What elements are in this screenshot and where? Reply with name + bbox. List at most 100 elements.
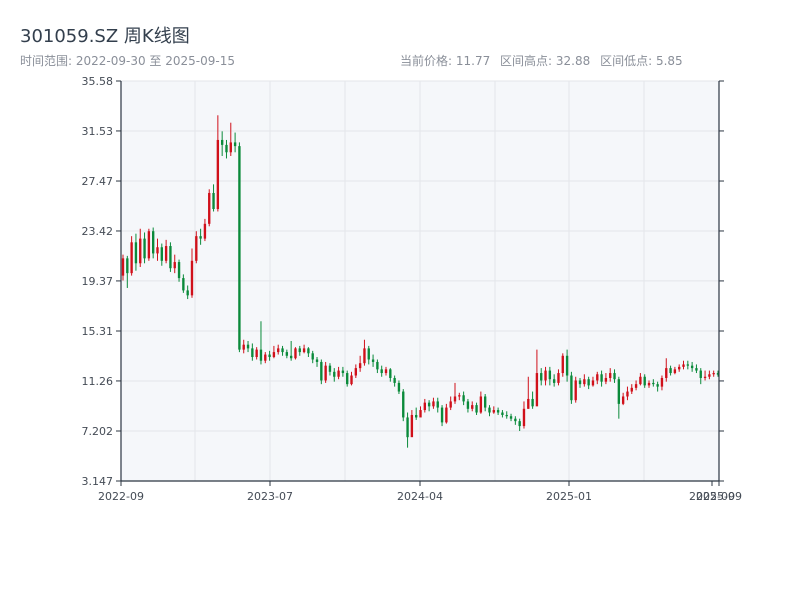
candle [169, 242, 172, 272]
candle [509, 413, 513, 422]
candle [596, 371, 599, 385]
x-tick-label: 2022-09 [98, 490, 144, 503]
candle [363, 339, 366, 366]
y-tick-label: 35.58 [82, 75, 114, 88]
candle [609, 368, 612, 382]
candle-body [294, 348, 297, 359]
candle-body [686, 364, 690, 366]
candle-body [169, 246, 172, 269]
candle-body [298, 348, 301, 353]
candle [208, 189, 211, 227]
candle [406, 412, 409, 448]
candle-body [436, 401, 439, 408]
candle [324, 361, 327, 383]
candle [337, 366, 340, 380]
candle-body [328, 365, 332, 372]
candle [634, 380, 638, 391]
candle-body [488, 407, 491, 413]
y-tick-label: 3.147 [82, 475, 114, 488]
candle [126, 255, 129, 288]
candle [617, 376, 621, 419]
candle [600, 370, 603, 387]
candle-body [669, 368, 672, 374]
candle-body [324, 365, 327, 381]
candle-body [449, 401, 452, 408]
candle-body [354, 368, 358, 376]
candle [315, 357, 319, 367]
candle [143, 232, 146, 264]
candle [289, 340, 293, 361]
candle-body [475, 405, 478, 413]
candle [259, 321, 263, 365]
candle-body [578, 380, 582, 385]
candle [552, 374, 556, 387]
candle-body [535, 373, 539, 407]
candle [613, 369, 616, 383]
candle-body [139, 238, 142, 264]
candle-body [496, 410, 500, 413]
candle [346, 370, 349, 387]
candle-body [471, 405, 474, 409]
candle-body [462, 395, 465, 402]
candle [561, 353, 564, 377]
candle-body [246, 344, 250, 349]
candle [415, 407, 418, 420]
range-high: 区间高点: 32.88 [500, 54, 591, 68]
candle-body [380, 369, 383, 374]
candle [656, 381, 659, 392]
candle-body [341, 370, 345, 374]
candle-body [690, 365, 694, 369]
candle-body [371, 359, 375, 362]
candle-body [682, 364, 685, 367]
axes [116, 80, 724, 486]
candle-body [440, 407, 444, 423]
y-tick-label: 31.53 [82, 125, 114, 138]
candle [604, 373, 608, 385]
candle [203, 218, 207, 242]
candle-body [195, 236, 198, 261]
x-axis-labels: 2022-09 2023-07 2024-04 2025-01 2025-092025-… [98, 490, 742, 503]
candle-body [643, 376, 646, 386]
candle-body [337, 370, 340, 377]
candle [436, 397, 439, 413]
candle-body [587, 379, 590, 386]
candle [686, 360, 690, 370]
candle-body [522, 408, 526, 427]
candle-body [656, 384, 659, 387]
y-tick-label: 19.37 [82, 275, 114, 288]
candle-body [415, 414, 418, 418]
candle-body [492, 410, 495, 413]
candle [660, 375, 664, 391]
candle [522, 401, 526, 429]
candle-body [233, 142, 237, 147]
y-tick-label: 11.26 [82, 375, 114, 388]
candle-body [212, 192, 215, 210]
candle-body [259, 349, 263, 361]
candle [716, 370, 720, 377]
x-tick-label: 2025-09 [689, 490, 735, 503]
candle [466, 398, 470, 413]
x-tick-label: 2025-09 [696, 490, 742, 503]
candle [164, 239, 168, 264]
candle [358, 355, 362, 372]
candle-body [596, 374, 599, 381]
candle-body [501, 412, 504, 415]
candle-body [251, 348, 254, 358]
candle [548, 366, 552, 386]
candle [505, 411, 508, 419]
candle-body [126, 258, 129, 274]
candle [570, 371, 573, 404]
candle-body [402, 391, 405, 418]
candle [496, 407, 500, 415]
candle [242, 339, 245, 354]
candle [708, 370, 711, 380]
candle-body [621, 396, 625, 404]
candle-body [285, 352, 289, 356]
current-price: 当前价格: 11.77 [400, 54, 491, 68]
candle-body [268, 354, 271, 358]
candle [177, 259, 181, 282]
range-low: 区间低点: 5.85 [600, 54, 683, 68]
candle [311, 350, 314, 364]
candle [574, 376, 577, 403]
